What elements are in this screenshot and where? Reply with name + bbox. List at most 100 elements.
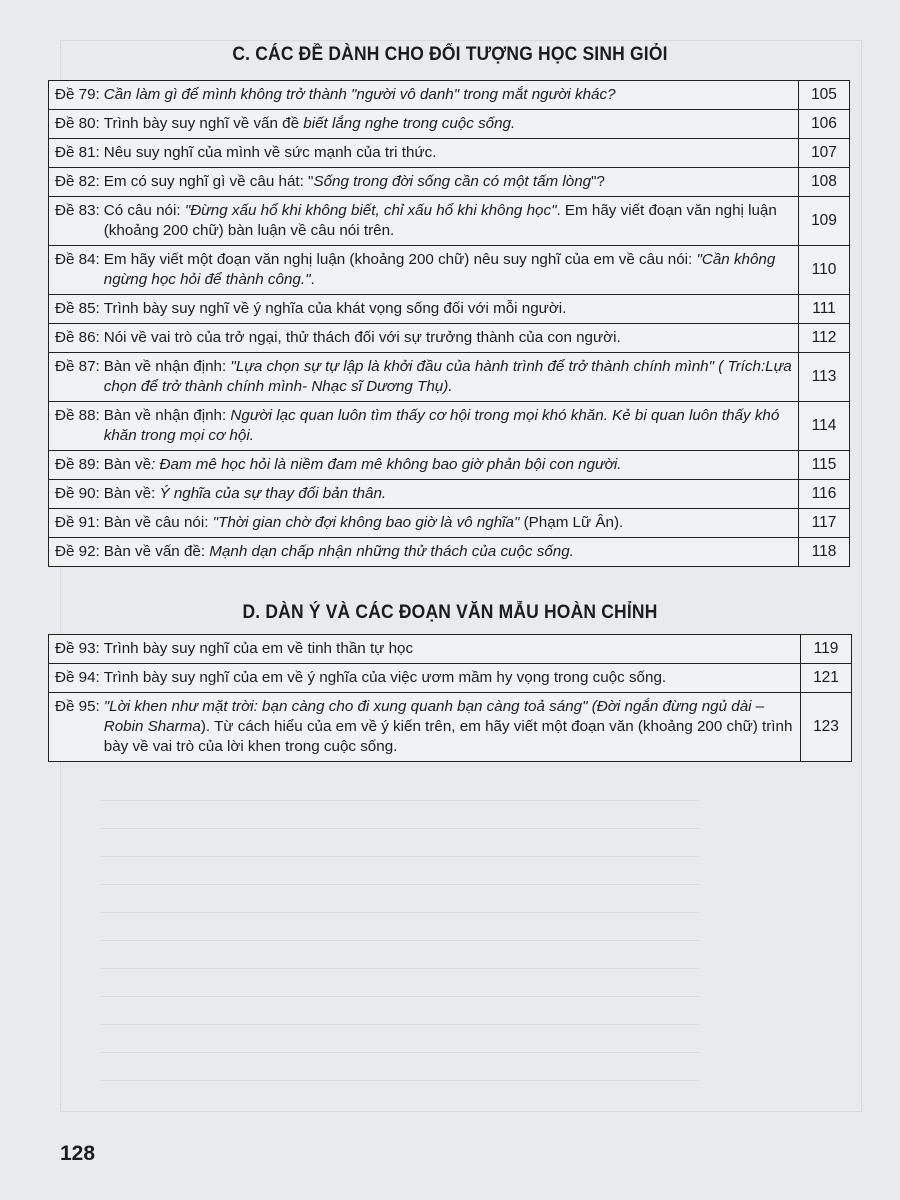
table-row: Đề 93: Trình bày suy nghĩ của em về tinh … [48, 634, 852, 664]
page-ref: 123 [800, 692, 852, 762]
page-ref: 119 [800, 634, 852, 664]
topic-text: Cần làm gì để mình không trở thành "ngườ… [104, 85, 616, 105]
topic-text-segment: (Phạm Lữ Ân). [519, 514, 624, 531]
topic-text: Em có suy nghĩ gì về câu hát: "Sống tron… [104, 172, 605, 192]
page-ref: 106 [798, 109, 850, 139]
page-ref: 117 [798, 508, 850, 538]
topic-cell: Đề 85: Trình bày suy nghĩ về ý nghĩa của … [48, 294, 799, 324]
topic-label: Đề 80: [55, 115, 100, 132]
page-ref: 110 [798, 245, 850, 295]
table-row: Đề 82: Em có suy nghĩ gì về câu hát: "Sốn… [48, 167, 850, 197]
show-through-line [100, 968, 700, 969]
topic-text: "Lời khen như mặt trời: bạn càng cho đi … [104, 697, 794, 757]
topic-cell: Đề 91: Bàn về câu nói: "Thời gian chờ đợi… [48, 508, 799, 538]
topic-cell: Đề 87: Bàn về nhận định: "Lựa chọn sự tự … [48, 352, 799, 402]
table-row: Đề 85: Trình bày suy nghĩ về ý nghĩa của … [48, 294, 850, 324]
topic-label: Đề 84: [55, 251, 100, 268]
topic-text-segment: "? [591, 173, 605, 190]
topic-cell: Đề 89: Bàn về: Đam mê học hỏi là niềm đam… [48, 450, 799, 480]
topic-text-segment: "Lời khen như mặt trời: bạn càng cho đi … [103, 698, 765, 735]
topic-text-segment: Sống trong đời sống cần có một tấm lòng [313, 173, 592, 190]
show-through-line [100, 884, 700, 885]
table-row: Đề 90: Bàn về: Ý nghĩa của sự thay đổi bả… [48, 479, 850, 509]
table-row: Đề 95: "Lời khen như mặt trời: bạn càng c… [48, 692, 852, 762]
topic-label: Đề 87: [55, 358, 100, 375]
topic-label: Đề 83: [55, 202, 100, 219]
show-through-line [100, 1052, 700, 1053]
topic-text: Bàn về nhận định: Người lạc quan luôn tì… [104, 406, 792, 446]
topic-label: Đề 88: [55, 407, 100, 424]
topic-text: Trình bày suy nghĩ của em về ý nghĩa của… [104, 668, 666, 688]
page-number: 128 [60, 1142, 96, 1165]
topic-text-segment: Cần làm gì để mình không trở thành "ngườ… [103, 86, 616, 103]
page-ref: 109 [798, 196, 850, 246]
topic-text-segment: Bàn về [103, 456, 152, 473]
table-row: Đề 81: Nêu suy nghĩ của mình về sức mạnh … [48, 138, 850, 168]
page-ref: 108 [798, 167, 850, 197]
topic-text: Nêu suy nghĩ của mình về sức mạnh của tr… [104, 143, 437, 163]
topic-text-segment: Trình bày suy nghĩ của em về tinh thần t… [103, 640, 414, 657]
topic-text-segment: "Lựa chọn sự tự lập là khởi đầu của hành… [103, 358, 792, 395]
topic-text-segment: Bàn về: [103, 485, 160, 502]
topic-cell: Đề 83: Có câu nói: "Đừng xấu hổ khi không… [48, 196, 799, 246]
show-through-line [100, 800, 700, 801]
topic-text-segment: "Thời gian chờ đợi không bao giờ là vô n… [212, 514, 520, 531]
table-row: Đề 89: Bàn về: Đam mê học hỏi là niềm đam… [48, 450, 850, 480]
page-ref: 113 [798, 352, 850, 402]
topic-text-segment: Mạnh dạn chấp nhận những thử thách của c… [209, 543, 574, 560]
topic-cell: Đề 82: Em có suy nghĩ gì về câu hát: "Sốn… [48, 167, 799, 197]
topic-cell: Đề 92: Bàn về vấn đề: Mạnh dạn chấp nhận … [48, 537, 799, 567]
topic-label: Đề 85: [55, 300, 100, 317]
topic-text-segment: Trình bày suy nghĩ về ý nghĩa của khát v… [103, 300, 567, 317]
topic-text-segment: biết lắng nghe trong cuộc sống. [303, 115, 516, 132]
topic-cell: Đề 95: "Lời khen như mặt trời: bạn càng c… [48, 692, 801, 762]
topic-text-segment: Bàn về nhận định: [103, 407, 231, 424]
topic-text-segment: Bàn về nhận định: [103, 358, 231, 375]
topic-text-segment: Trình bày suy nghĩ của em về ý nghĩa của… [103, 669, 667, 686]
topic-text-segment: Em hãy viết một đoạn văn nghị luận (khoả… [103, 251, 697, 268]
show-through-line [100, 996, 700, 997]
page-ref: 105 [798, 80, 850, 110]
table-row: Đề 84: Em hãy viết một đoạn văn nghị luận… [48, 245, 850, 295]
topic-text: Trình bày suy nghĩ về vấn đề biết lắng n… [104, 114, 515, 134]
topic-text-segment: : Đam mê học hỏi là niềm đam mê không ba… [151, 456, 622, 473]
show-through-line [100, 1024, 700, 1025]
topic-text-segment: Em có suy nghĩ gì về câu hát: " [103, 173, 314, 190]
topic-text-segment: . Em hãy viết đoạn văn nghị luận (khoảng… [103, 202, 777, 239]
page-ref: 115 [798, 450, 850, 480]
topic-cell: Đề 94: Trình bày suy nghĩ của em về ý ngh… [48, 663, 801, 693]
topic-text: Bàn về nhận định: "Lựa chọn sự tự lập là… [104, 357, 792, 397]
table-row: Đề 83: Có câu nói: "Đừng xấu hổ khi không… [48, 196, 850, 246]
show-through-line [100, 856, 700, 857]
table-row: Đề 88: Bàn về nhận định: Người lạc quan l… [48, 401, 850, 451]
table-row: Đề 86: Nói về vai trò của trở ngại, thử t… [48, 323, 850, 353]
topic-text-segment: Có câu nói: [103, 202, 185, 219]
topic-label: Đề 89: [55, 456, 100, 473]
show-through-line [100, 1080, 700, 1081]
topic-text: Bàn về câu nói: "Thời gian chờ đợi không… [104, 513, 624, 533]
topic-label: Đề 82: [55, 173, 100, 190]
page-ref: 121 [800, 663, 852, 693]
topic-text-segment: Ý nghĩa của sự thay đổi bản thân. [159, 485, 387, 502]
topic-text-segment: "Cần không ngừng học hỏi để thành công." [103, 251, 776, 288]
section-c-title: C. CÁC ĐỀ DÀNH CHO ĐỐI TƯỢNG HỌC SINH GI… [232, 44, 668, 65]
topic-cell: Đề 79: Cần làm gì để mình không trở thành… [48, 80, 799, 110]
page-ref: 112 [798, 323, 850, 353]
topic-text-segment: "Đừng xấu hổ khi không biết, chỉ xấu hổ … [184, 202, 557, 219]
topic-text-segment: Bàn về câu nói: [103, 514, 213, 531]
topic-text-segment: . [310, 271, 315, 288]
topic-label: Đề 79: [55, 86, 100, 103]
section-d-title: D. DÀN Ý VÀ CÁC ĐOẠN VĂN MẪU HOÀN CHỈNH [242, 602, 658, 623]
topic-label: Đề 91: [55, 514, 100, 531]
topic-text: Có câu nói: "Đừng xấu hổ khi không biết,… [104, 201, 792, 241]
topic-label: Đề 90: [55, 485, 100, 502]
topic-label: Đề 94: [55, 669, 100, 686]
topic-label: Đề 92: [55, 543, 100, 560]
topic-label: Đề 95: [55, 698, 100, 715]
show-through-line [100, 828, 700, 829]
topic-cell: Đề 84: Em hãy viết một đoạn văn nghị luận… [48, 245, 799, 295]
topic-cell: Đề 80: Trình bày suy nghĩ về vấn đề biết … [48, 109, 799, 139]
topic-text: Nói về vai trò của trở ngại, thử thách đ… [104, 328, 621, 348]
topic-text: Em hãy viết một đoạn văn nghị luận (khoả… [104, 250, 792, 290]
topic-cell: Đề 93: Trình bày suy nghĩ của em về tinh … [48, 634, 801, 664]
